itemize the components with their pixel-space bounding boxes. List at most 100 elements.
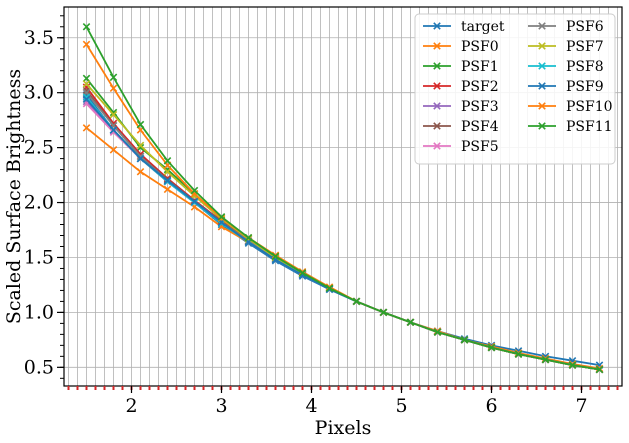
data-point — [136, 120, 145, 129]
x-tick-label: 2 — [125, 395, 137, 417]
data-point — [163, 168, 172, 176]
legend-label: PSF5 — [461, 139, 499, 155]
data-point — [190, 186, 199, 195]
legend-label: PSF8 — [566, 59, 604, 75]
data-point — [433, 328, 442, 336]
legend-item: PSF5 — [423, 139, 499, 155]
data-point — [82, 74, 91, 83]
data-point — [325, 284, 334, 292]
legend: target PSF0 PSF1 PSF2 PSF3 PSF4 PSF5 PSF6 PSF7 PS… — [414, 13, 616, 165]
legend-item: PSF11 — [528, 119, 613, 135]
legend-item: PSF1 — [423, 59, 499, 75]
data-point — [136, 143, 145, 152]
legend-item: PSF7 — [528, 39, 604, 55]
series-layer — [82, 23, 604, 374]
data-point — [352, 297, 361, 306]
y-tick-label: 3.0 — [24, 82, 54, 104]
data-point — [109, 84, 118, 93]
legend-item: PSF8 — [528, 59, 604, 75]
data-point — [109, 110, 118, 119]
data-point — [136, 154, 145, 163]
x-tick-label: 4 — [305, 395, 317, 417]
data-point — [82, 80, 91, 88]
legend-marker — [538, 42, 546, 50]
x-axis-label: Pixels — [315, 417, 372, 439]
axis-layer: 0.5 1.0 1.5 2.0 2.5 3.0 3.5 2 3 4 5 6 7 — [24, 15, 619, 417]
data-point — [163, 185, 172, 194]
legend-label: PSF9 — [566, 79, 604, 95]
y-tick-label: 2.5 — [24, 137, 54, 159]
legend-box — [414, 13, 616, 165]
legend-label: PSF3 — [461, 99, 499, 115]
legend-label: PSF11 — [566, 119, 613, 135]
data-point — [109, 119, 118, 128]
y-tick-label: 1.5 — [24, 246, 54, 268]
data-point — [514, 350, 523, 358]
data-point — [136, 152, 145, 161]
y-tick-label: 0.5 — [24, 356, 54, 378]
legend-item: PSF9 — [528, 79, 604, 95]
legend-item: PSF3 — [423, 99, 499, 115]
y-axis-label: Scaled Surface Brightness — [3, 69, 25, 324]
data-point — [82, 40, 91, 49]
legend-label: PSF0 — [461, 39, 499, 55]
series-line — [85, 26, 600, 371]
data-point — [136, 141, 145, 150]
legend-marker — [538, 102, 546, 110]
legend-label: target — [461, 19, 505, 35]
data-point — [109, 128, 118, 137]
legend-label: PSF2 — [461, 79, 499, 95]
data-point — [190, 197, 199, 206]
legend-marker — [538, 82, 546, 90]
series-psf11 — [82, 23, 604, 374]
data-point — [163, 157, 172, 165]
y-tick-label: 1.0 — [24, 301, 54, 323]
data-point — [406, 318, 415, 327]
legend-marker — [433, 82, 441, 90]
plot-frame — [63, 6, 623, 387]
data-point — [244, 233, 253, 242]
legend-label: PSF10 — [566, 99, 613, 115]
y-tick-label: 2.0 — [24, 192, 54, 214]
data-point — [595, 365, 604, 374]
x-tick-label: 3 — [215, 395, 227, 417]
data-point — [82, 93, 91, 101]
legend-item: PSF4 — [423, 119, 499, 135]
legend-marker — [538, 62, 546, 70]
data-point — [109, 108, 118, 117]
legend-item: PSF2 — [423, 79, 499, 95]
y-tick-label: 3.5 — [24, 27, 54, 49]
data-point — [487, 343, 496, 352]
x-tick-label: 6 — [485, 395, 497, 417]
data-point — [217, 213, 226, 221]
data-point — [568, 361, 577, 369]
legend-marker — [433, 42, 441, 50]
data-point — [136, 168, 145, 176]
data-point — [82, 23, 91, 31]
legend-item: PSF0 — [423, 39, 499, 55]
data-point — [82, 86, 91, 95]
x-tick-label: 7 — [575, 395, 587, 417]
legend-item: PSF10 — [528, 99, 613, 115]
data-point — [82, 124, 91, 132]
data-point — [82, 95, 91, 104]
legend-label: PSF6 — [566, 19, 604, 35]
data-point — [541, 355, 550, 364]
legend-marker — [433, 142, 441, 150]
legend-marker — [433, 22, 441, 30]
legend-item: PSF6 — [528, 19, 604, 35]
legend-marker — [538, 122, 546, 130]
data-point — [109, 146, 118, 154]
legend-marker — [433, 102, 441, 110]
data-point — [298, 269, 307, 277]
legend-label: PSF4 — [461, 119, 499, 135]
legend-item: target — [423, 19, 505, 35]
x-tick-label: 5 — [395, 395, 407, 417]
legend-label: PSF1 — [461, 59, 499, 75]
data-point — [271, 252, 280, 261]
data-point — [109, 73, 118, 82]
legend-marker — [433, 62, 441, 70]
data-point — [109, 126, 118, 134]
